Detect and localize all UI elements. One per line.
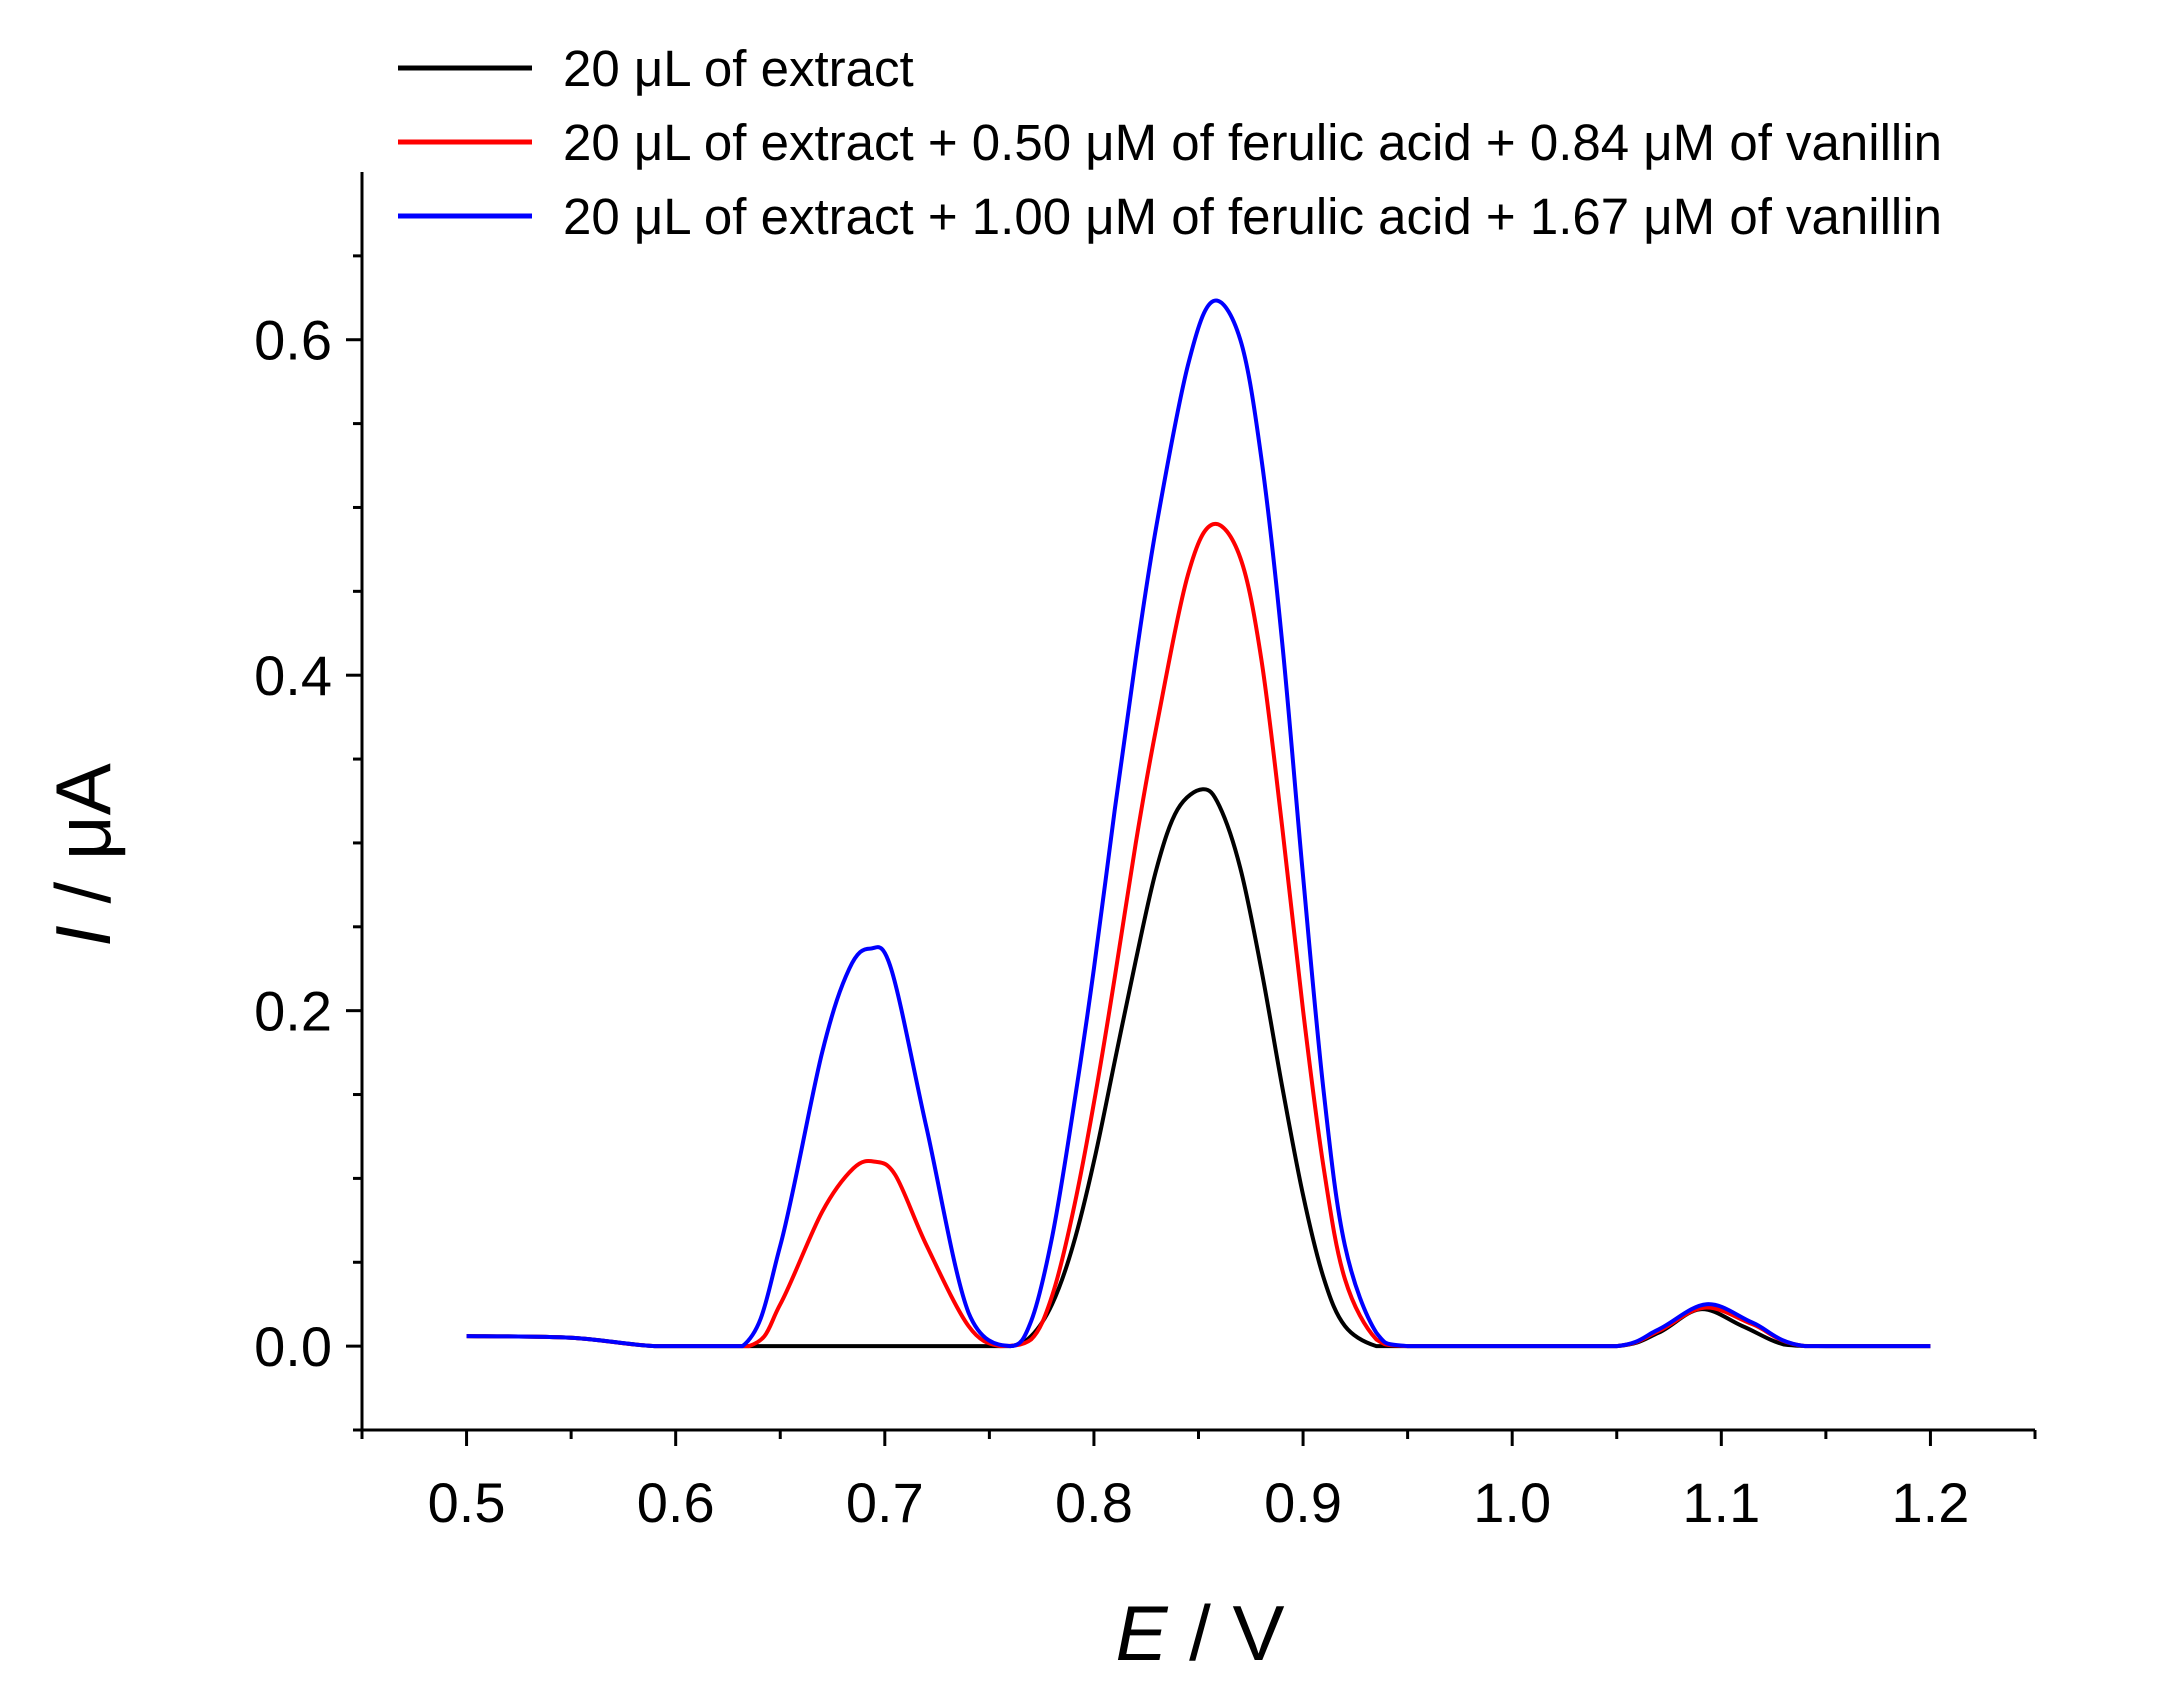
x-axis-title: E / V xyxy=(1115,1589,1284,1677)
y-axis-ticks: 0.0 0.2 0.4 0.6 xyxy=(254,254,362,1432)
axes xyxy=(360,172,2035,1432)
legend-label-spike-high: 20 μL of extract + 1.00 μM of ferulic ac… xyxy=(563,188,1942,245)
x-tick-label: 1.0 xyxy=(1473,1471,1551,1534)
series-group xyxy=(466,298,1931,1349)
legend-label-extract: 20 μL of extract xyxy=(563,40,914,97)
y-tick-label: 0.2 xyxy=(254,980,332,1043)
y-tick-label: 0.4 xyxy=(254,644,332,707)
x-tick-label: 0.8 xyxy=(1055,1471,1133,1534)
series-line-2 xyxy=(466,298,1931,1349)
y-tick-label: 0.0 xyxy=(254,1315,332,1378)
x-tick-label: 0.5 xyxy=(428,1471,506,1534)
x-tick-label: 0.7 xyxy=(846,1471,924,1534)
legend-label-spike-low: 20 μL of extract + 0.50 μM of ferulic ac… xyxy=(563,114,1942,171)
x-tick-label: 0.6 xyxy=(637,1471,715,1534)
series-line-1 xyxy=(466,521,1931,1349)
x-axis-ticks: 0.5 0.6 0.7 0.8 0.9 1.0 1.1 1.2 xyxy=(360,1430,2037,1534)
legend: 20 μL of extract 20 μL of extract + 0.50… xyxy=(398,40,1942,245)
x-tick-label: 1.2 xyxy=(1892,1471,1970,1534)
y-tick-label: 0.6 xyxy=(254,309,332,372)
x-tick-label: 1.1 xyxy=(1682,1471,1760,1534)
series-line-0 xyxy=(466,787,1931,1349)
x-tick-label: 0.9 xyxy=(1264,1471,1342,1534)
y-axis-title: I / μA xyxy=(39,763,127,947)
